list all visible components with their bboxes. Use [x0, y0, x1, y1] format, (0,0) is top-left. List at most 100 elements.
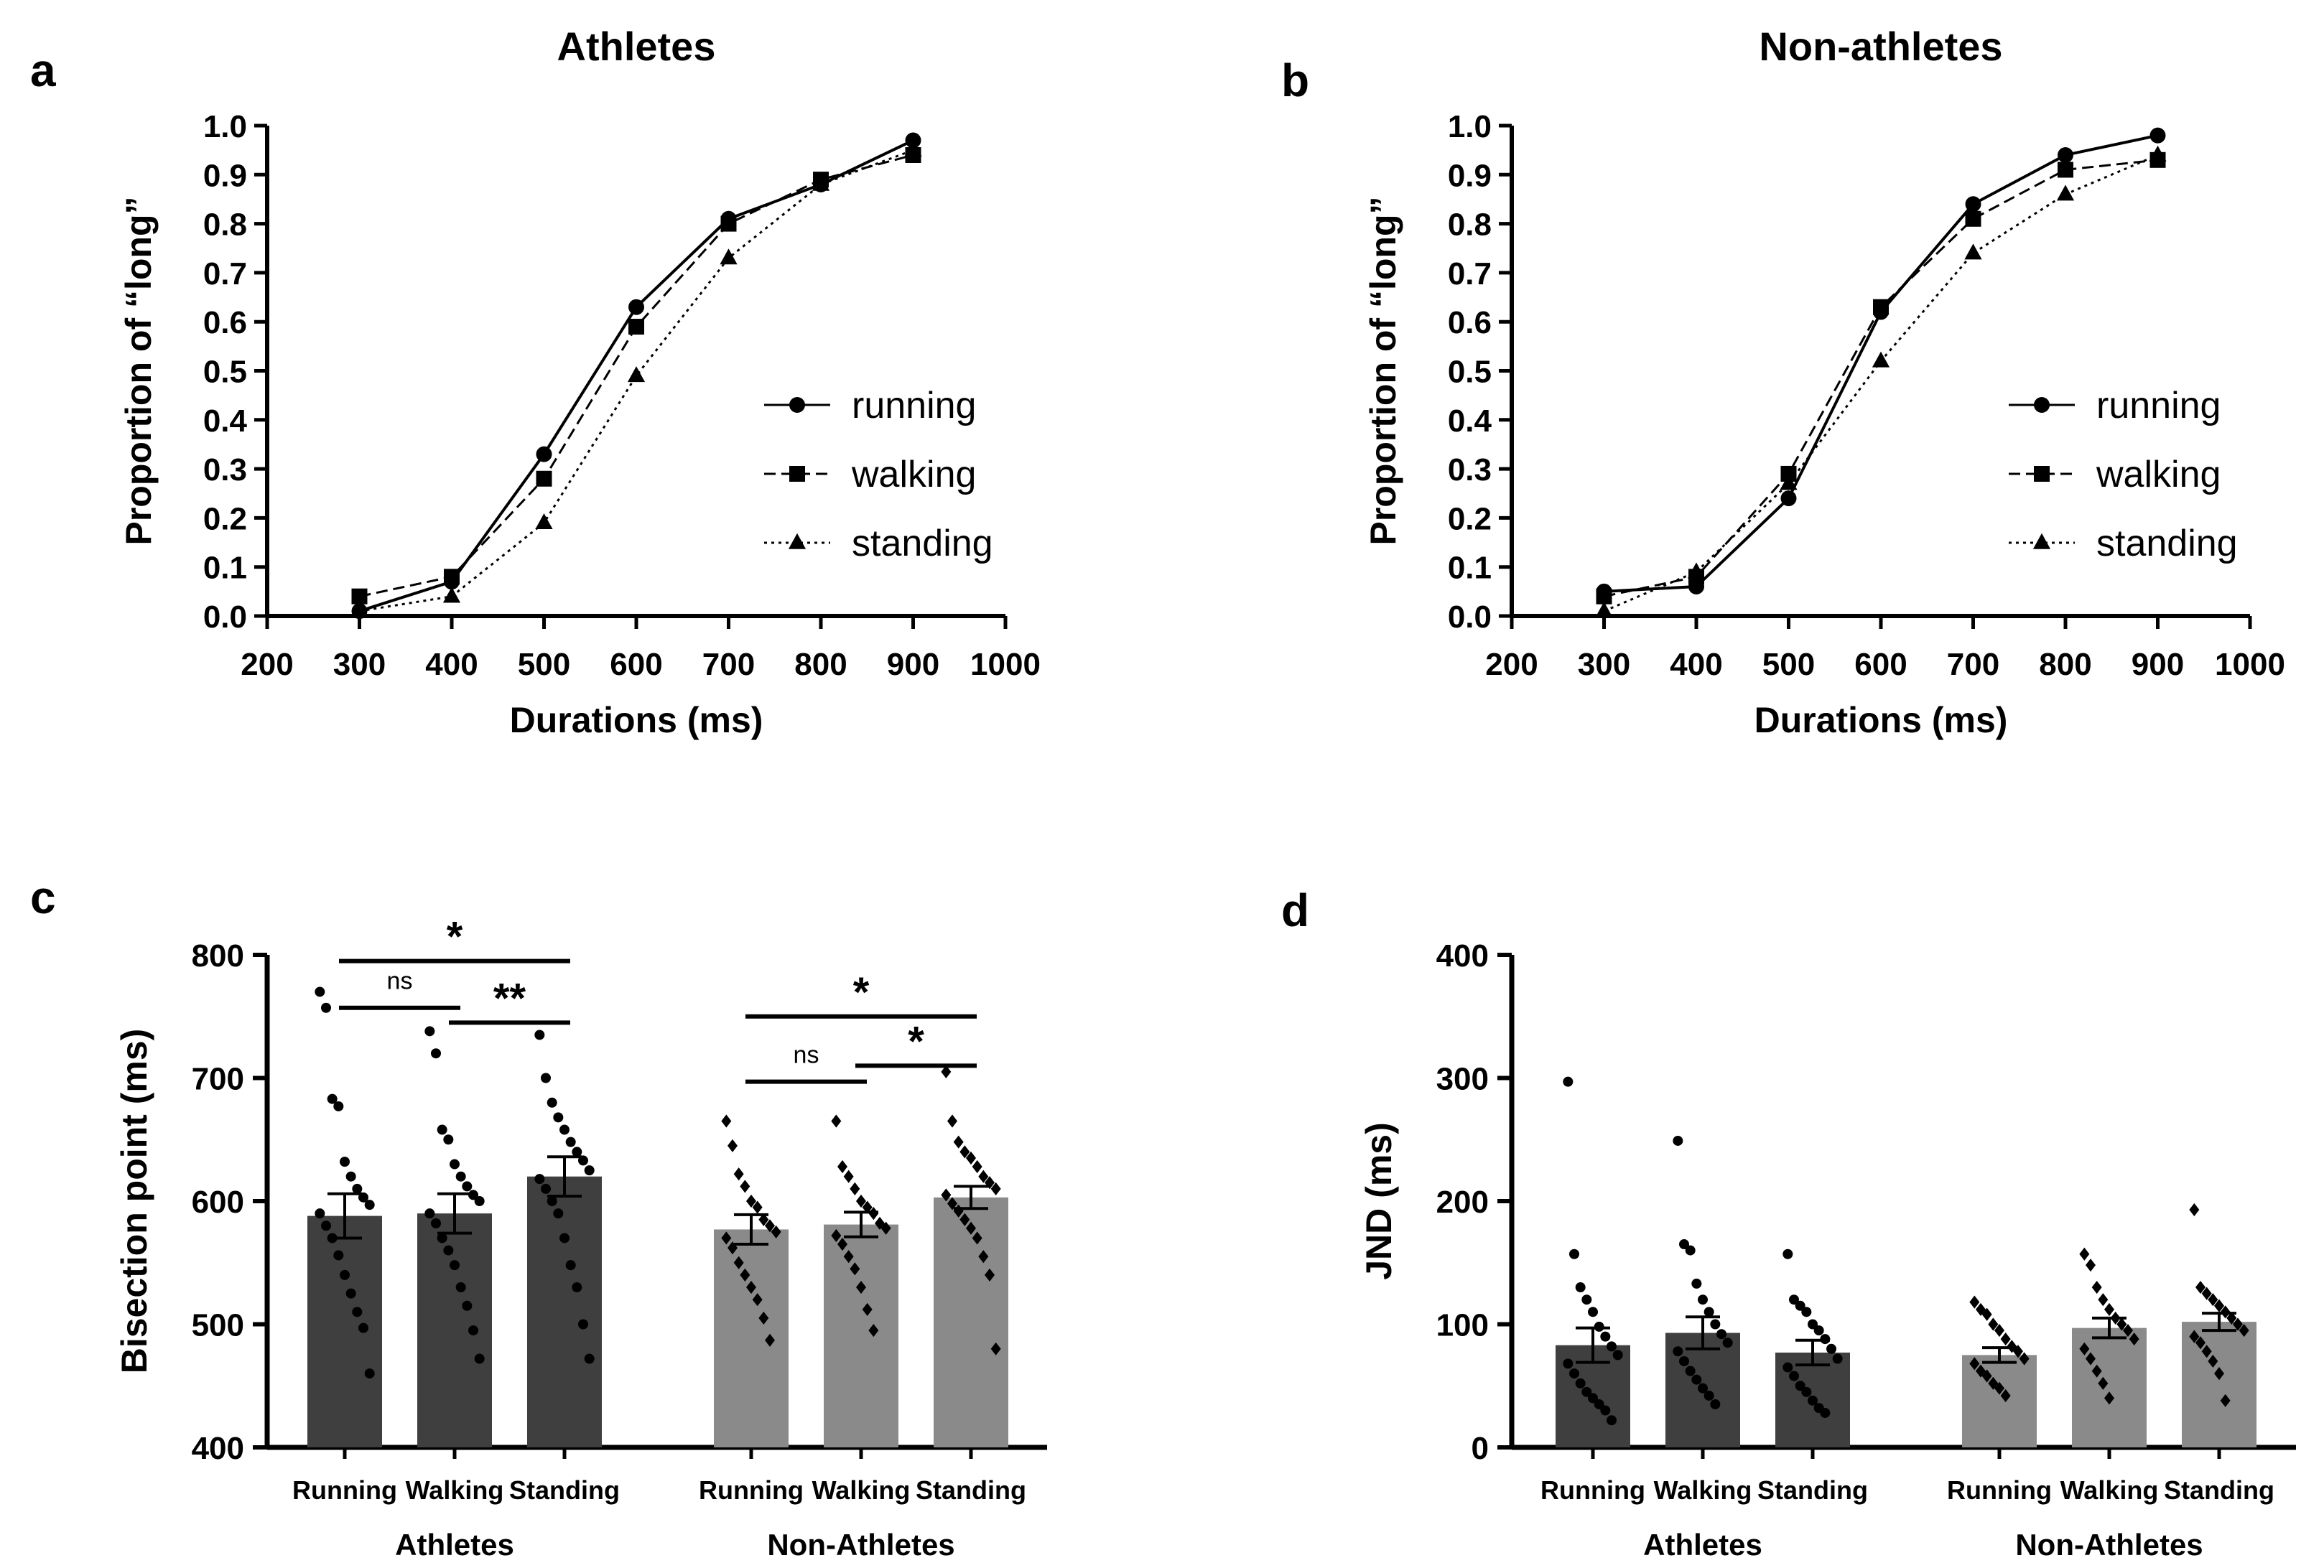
data-point: [746, 1194, 756, 1208]
data-point: [534, 1030, 545, 1040]
y-tick-label: 1.0: [1448, 109, 1492, 144]
data-point: [1691, 1278, 1702, 1289]
data-point: [2214, 1367, 2224, 1381]
data-point: [2116, 1317, 2127, 1331]
data-point: [2129, 1332, 2139, 1346]
y-tick-label: 0.5: [1448, 355, 1492, 390]
data-point-walking: [1873, 299, 1889, 315]
x-tick-label: Standing: [916, 1475, 1026, 1505]
data-point: [2079, 1247, 2090, 1261]
data-point: [455, 1282, 466, 1293]
data-point: [758, 1213, 769, 1226]
data-point: [2091, 1280, 2102, 1294]
data-point: [752, 1293, 763, 1307]
data-point: [856, 1194, 866, 1208]
data-point: [1988, 1317, 1999, 1331]
data-point: [559, 1124, 570, 1135]
data-point: [1588, 1393, 1598, 1404]
data-point: [1813, 1325, 1824, 1336]
data-point-walking: [536, 470, 552, 487]
data-point: [1969, 1295, 1980, 1309]
data-point-standing: [1780, 474, 1798, 490]
data-point: [1994, 1323, 2004, 1338]
bar-Non-Athletes-Walking: [824, 1224, 898, 1447]
data-point: [1826, 1343, 1836, 1354]
data-point: [2220, 1394, 2231, 1407]
data-point: [972, 1231, 982, 1245]
data-point: [340, 1269, 350, 1280]
data-point: [1698, 1294, 1708, 1305]
data-point: [947, 1197, 957, 1210]
data-point: [2201, 1345, 2212, 1358]
y-tick-label: 800: [192, 938, 244, 974]
data-point: [765, 1219, 775, 1233]
data-point: [584, 1165, 595, 1176]
y-tick-label: 100: [1436, 1308, 1489, 1343]
y-tick-label: 0.0: [1448, 599, 1492, 635]
panel-label-b: b: [1281, 55, 1309, 106]
data-point: [1594, 1399, 1604, 1409]
data-point: [2189, 1330, 2200, 1343]
y-tick-label: 500: [192, 1308, 244, 1343]
data-point: [1563, 1358, 1574, 1369]
data-point: [541, 1073, 551, 1083]
data-point-standing: [627, 366, 646, 383]
data-point: [868, 1323, 879, 1338]
x-tick-label: Standing: [1757, 1475, 1868, 1505]
data-point-standing: [720, 248, 738, 265]
data-point: [1569, 1368, 1579, 1379]
y-tick-label: 300: [1436, 1062, 1489, 1097]
y-tick-label: 0.0: [203, 599, 247, 635]
legend-label-walking: walking: [2096, 454, 2221, 495]
data-point: [1673, 1346, 1683, 1357]
x-tick-label: Walking: [2060, 1475, 2159, 1505]
data-point: [578, 1319, 588, 1330]
data-point: [1685, 1245, 1696, 1256]
bar-Non-Athletes-Standing: [934, 1197, 1008, 1447]
data-point: [474, 1353, 485, 1364]
data-point: [437, 1124, 447, 1135]
data-point: [966, 1151, 976, 1165]
x-tick-label: Walking: [1654, 1475, 1752, 1505]
data-point: [1789, 1371, 1799, 1381]
data-point-standing: [904, 140, 922, 157]
data-point: [1563, 1076, 1574, 1087]
x-tick-label: 1000: [970, 647, 1041, 682]
data-point: [315, 1208, 325, 1219]
bar-Non-Athletes-Running: [714, 1229, 789, 1447]
legend-label-walking: walking: [851, 454, 976, 495]
legend-marker-walking: [2034, 466, 2050, 482]
y-tick-label: 0.1: [1448, 551, 1492, 586]
data-point: [862, 1302, 873, 1317]
data-point: [953, 1135, 964, 1149]
legend-label-running: running: [2096, 385, 2221, 426]
data-point: [2000, 1389, 2011, 1403]
panel-label-a: a: [30, 45, 56, 96]
data-point: [1679, 1239, 1689, 1250]
data-point: [1581, 1386, 1592, 1397]
data-point: [1569, 1249, 1579, 1259]
data-point: [850, 1182, 860, 1195]
x-tick-label: Running: [292, 1475, 397, 1505]
data-point: [978, 1170, 989, 1183]
y-tick-label: 0.1: [203, 551, 247, 586]
data-point-running: [2058, 146, 2073, 163]
x-tick-label: Standing: [2164, 1475, 2274, 1505]
y-tick-label: 0.5: [203, 355, 247, 390]
x-tick-label: 700: [1947, 647, 1999, 682]
data-point: [728, 1139, 738, 1152]
x-tick-label: Walking: [406, 1475, 504, 1505]
data-point: [721, 1231, 732, 1245]
x-tick-label: 900: [887, 647, 939, 682]
data-point: [990, 1342, 1001, 1355]
legend-marker-running: [2034, 397, 2050, 413]
data-point: [1710, 1319, 1721, 1330]
data-point: [985, 1268, 995, 1282]
group-label: Non-Athletes: [767, 1528, 954, 1562]
data-point: [534, 1174, 545, 1185]
data-point: [2086, 1259, 2096, 1272]
significance-label: ns: [794, 1042, 819, 1069]
data-point: [746, 1280, 756, 1294]
bar-Athletes-Running: [307, 1215, 382, 1447]
group-label: Non-Athletes: [2015, 1528, 2203, 1562]
